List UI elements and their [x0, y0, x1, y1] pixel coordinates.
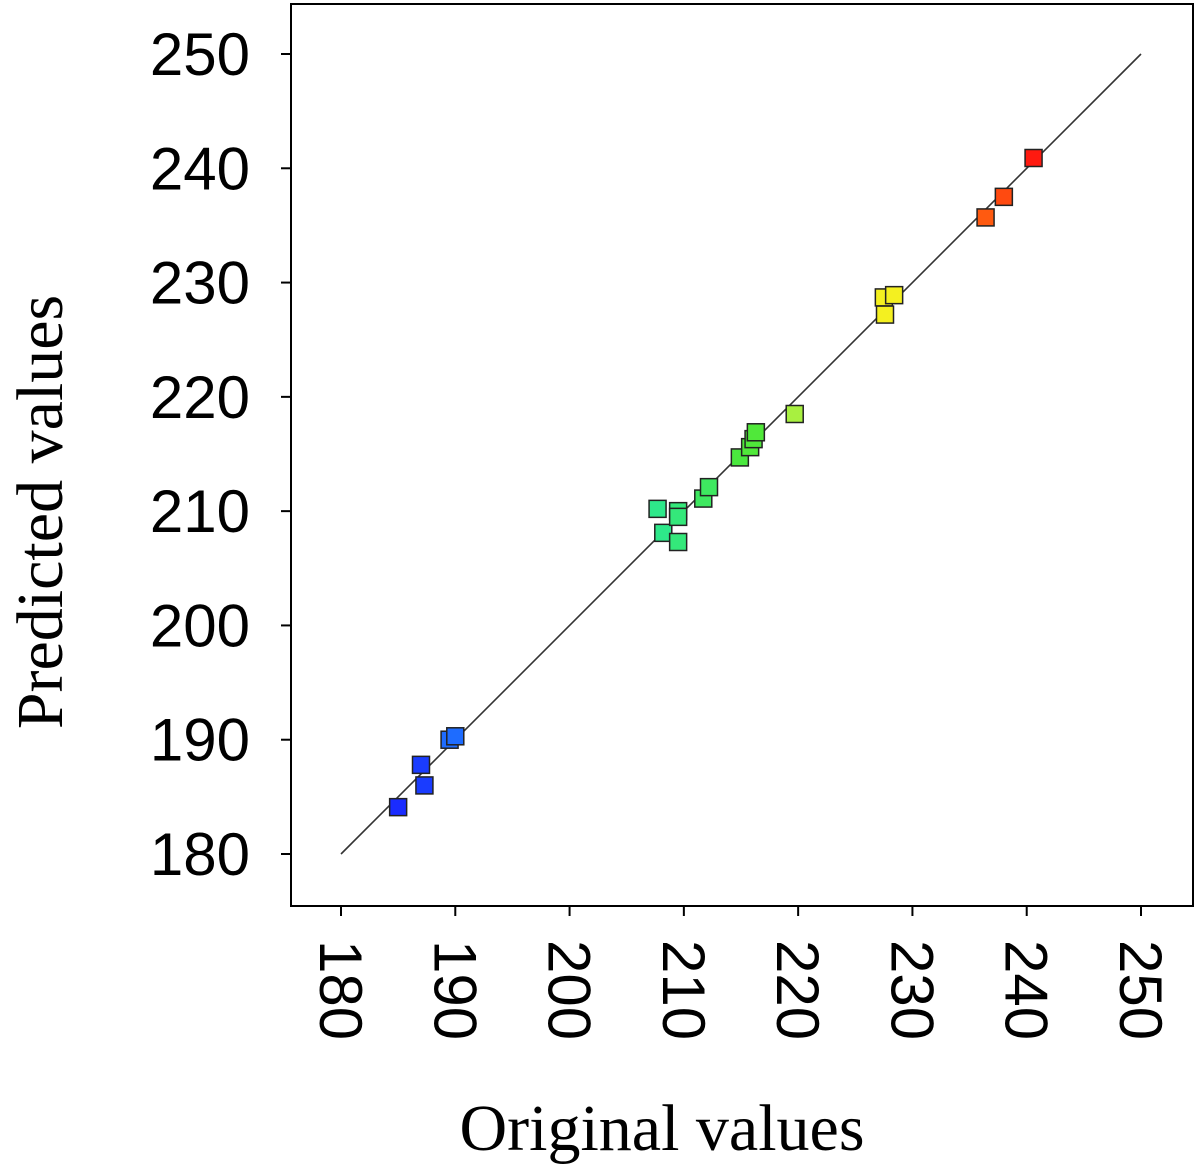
y-tick-label: 180 — [150, 821, 250, 888]
x-tick-label: 180 — [307, 940, 374, 1040]
data-point — [648, 499, 667, 519]
data-point — [415, 776, 434, 795]
data-point — [746, 423, 766, 442]
x-tick-label: 220 — [764, 940, 831, 1040]
x-axis-ticks: 180 190 200 210 220 230 240 250 — [307, 906, 1174, 1040]
y-tick-label: 210 — [150, 478, 250, 545]
y-tick-label: 230 — [150, 250, 250, 317]
x-tick-label: 200 — [536, 940, 603, 1040]
data-point — [411, 755, 431, 775]
data-point — [1024, 148, 1043, 168]
y-tick-label: 220 — [150, 364, 250, 431]
x-tick-label: 250 — [1107, 940, 1174, 1040]
data-point — [976, 208, 995, 227]
y-axis-ticks: 180 190 200 210 220 230 240 250 — [150, 21, 291, 888]
x-axis-title: Original values — [459, 1092, 864, 1165]
data-points — [388, 148, 1043, 817]
y-tick-label: 200 — [150, 592, 250, 659]
data-point — [699, 477, 719, 497]
data-point — [884, 285, 904, 305]
data-point — [668, 507, 688, 527]
x-tick-label: 210 — [650, 940, 717, 1040]
x-tick-label: 230 — [878, 940, 945, 1040]
data-point — [446, 727, 465, 746]
y-tick-label: 240 — [150, 135, 250, 202]
x-tick-label: 240 — [993, 940, 1060, 1040]
data-point — [875, 305, 895, 324]
data-point — [668, 532, 688, 552]
y-tick-label: 250 — [150, 21, 250, 88]
x-tick-label: 190 — [421, 940, 488, 1040]
data-point — [785, 404, 804, 424]
data-point — [994, 187, 1014, 207]
data-point — [388, 797, 408, 817]
y-axis-title: Predicted values — [4, 295, 77, 729]
y-tick-label: 190 — [150, 707, 250, 774]
